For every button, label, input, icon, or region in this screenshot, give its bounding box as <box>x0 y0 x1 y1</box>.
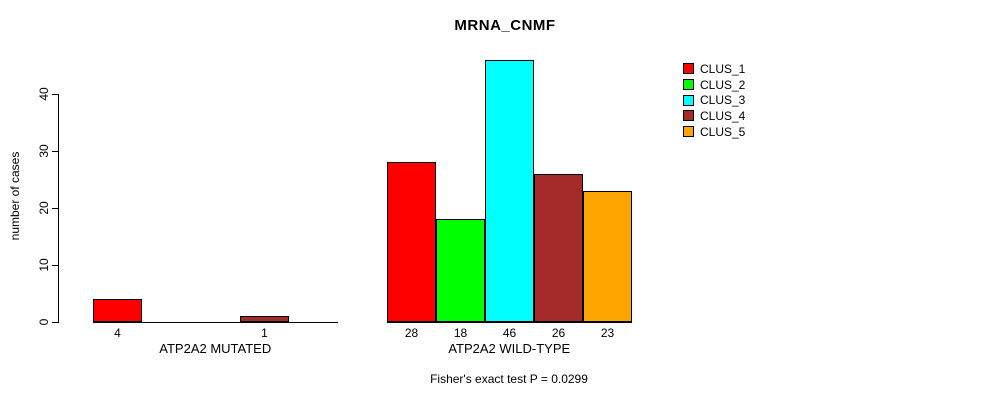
bar-CLUS_2 <box>436 219 485 322</box>
bar-value-label: 4 <box>114 326 121 340</box>
bar-CLUS_4 <box>240 316 289 322</box>
bar-CLUS_1 <box>387 162 436 322</box>
y-tick-mark <box>52 265 58 266</box>
legend-label: CLUS_3 <box>700 93 746 108</box>
legend-swatch-CLUS_4 <box>683 110 694 122</box>
legend-swatch-CLUS_3 <box>683 94 694 106</box>
bar-value-label: 28 <box>404 326 419 340</box>
legend-label: CLUS_1 <box>700 61 746 76</box>
legend-label: CLUS_4 <box>700 108 746 123</box>
legend-swatch-CLUS_2 <box>683 79 694 91</box>
y-tick-label: 40 <box>37 87 51 101</box>
y-tick-label: 20 <box>37 201 51 215</box>
legend-item-CLUS_2: CLUS_2 <box>683 77 745 93</box>
y-tick-mark <box>52 151 58 152</box>
group-baseline <box>93 322 338 323</box>
y-tick-mark <box>52 208 58 209</box>
fisher-test-annotation: Fisher's exact test P = 0.0299 <box>430 372 588 386</box>
bar-value-label: 46 <box>502 326 517 340</box>
bar-value-label: 18 <box>453 326 468 340</box>
y-tick-label: 0 <box>37 318 51 326</box>
x-category-label: ATP2A2 WILD-TYPE <box>448 341 571 356</box>
group-baseline <box>387 322 632 323</box>
legend: CLUS_1 CLUS_2 CLUS_3 CLUS_4 CLUS_5 <box>683 61 745 139</box>
y-tick-label: 10 <box>37 258 51 272</box>
y-tick-mark <box>52 322 58 323</box>
x-category-label: ATP2A2 MUTATED <box>159 341 272 356</box>
chart-title: MRNA_CNMF <box>454 17 556 34</box>
legend-item-CLUS_5: CLUS_5 <box>683 124 745 140</box>
bar-CLUS_5 <box>583 191 632 322</box>
bar-CLUS_4 <box>534 174 583 322</box>
bar-value-label: 1 <box>261 326 268 340</box>
legend-item-CLUS_1: CLUS_1 <box>683 61 745 77</box>
legend-swatch-CLUS_5 <box>683 126 694 138</box>
y-axis-line <box>58 94 59 323</box>
y-tick-mark <box>52 94 58 95</box>
bar-value-label: 23 <box>600 326 615 340</box>
legend-label: CLUS_2 <box>700 77 746 92</box>
legend-label: CLUS_5 <box>700 124 746 139</box>
bar-CLUS_1 <box>93 299 142 322</box>
legend-item-CLUS_4: CLUS_4 <box>683 108 745 124</box>
bar-CLUS_3 <box>485 60 534 322</box>
legend-swatch-CLUS_1 <box>683 63 694 75</box>
bar-value-label: 26 <box>551 326 566 340</box>
y-tick-label: 30 <box>37 144 51 158</box>
legend-item-CLUS_3: CLUS_3 <box>683 92 745 108</box>
